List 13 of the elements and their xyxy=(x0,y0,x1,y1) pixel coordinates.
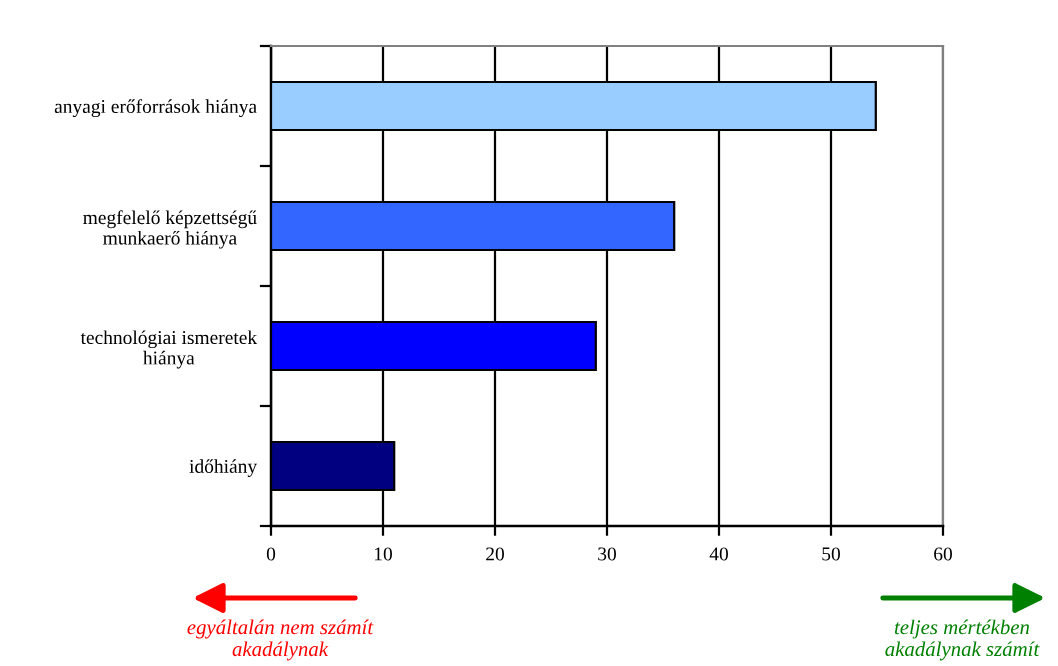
x-tick-label: 0 xyxy=(266,547,276,561)
text: teljes mértékben akadálynak számít xyxy=(885,619,1040,661)
y-tick-label: anyagi erőforrások hiánya xyxy=(54,99,257,118)
x-tick-label: 10 xyxy=(374,547,392,561)
x-tick-label: 30 xyxy=(598,547,616,561)
y-tick-label: technológiai ismeretek hiánya xyxy=(80,330,258,369)
x-tick-label: 20 xyxy=(486,547,504,561)
y-tick-label: megfelelő képzettségű munkaerő hiánya xyxy=(83,210,257,249)
x-tick-label: 50 xyxy=(822,547,840,561)
x-tick-label: 40 xyxy=(709,547,728,561)
text: egyáltalán nem számít akadálynak xyxy=(187,619,374,661)
y-tick-label: időhiány xyxy=(189,459,258,477)
x-tick-label: 60 xyxy=(934,547,952,561)
